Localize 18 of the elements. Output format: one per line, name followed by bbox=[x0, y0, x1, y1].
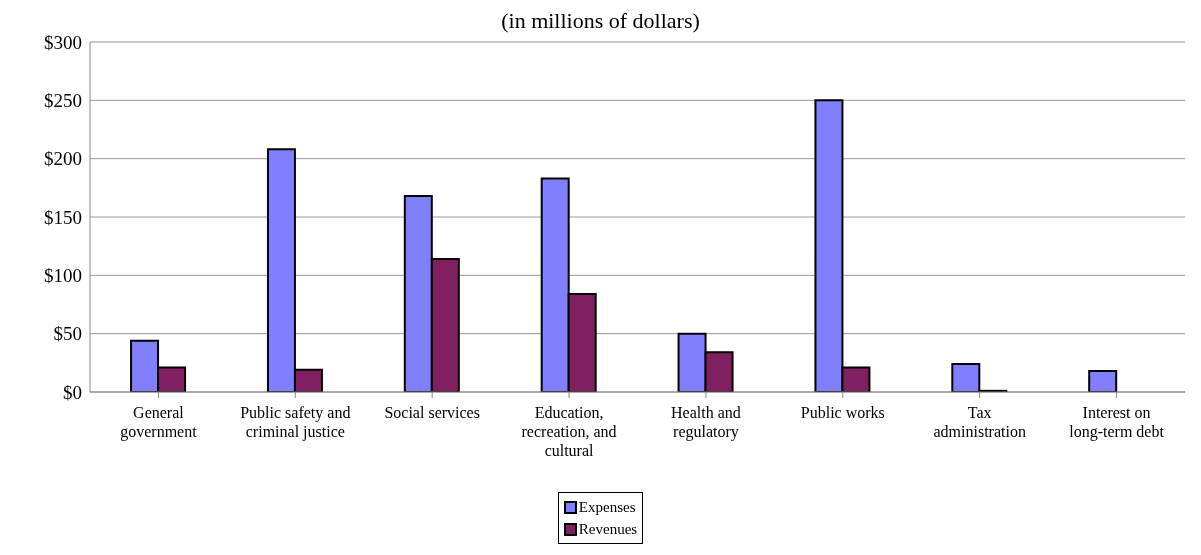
y-tick-label: $250 bbox=[44, 90, 82, 112]
x-tick-label: Health and regulatory bbox=[671, 404, 741, 441]
y-tick-label: $50 bbox=[53, 323, 82, 345]
x-tick-label: Public safety and criminal justice bbox=[240, 404, 351, 441]
x-tick-label: Interest on long-term debt bbox=[1069, 404, 1165, 441]
x-tick-label: Education, recreation, and cultural bbox=[521, 404, 617, 459]
y-tick-label: $0 bbox=[63, 381, 82, 403]
x-tick-label: General government bbox=[120, 404, 198, 441]
legend-label: Expenses bbox=[578, 498, 636, 516]
y-tick-label: $150 bbox=[44, 206, 82, 228]
y-tick-label: $200 bbox=[44, 148, 82, 170]
y-tick-label: $300 bbox=[44, 31, 82, 53]
y-tick-label: $100 bbox=[44, 265, 82, 287]
chart-title: (in millions of dollars) bbox=[501, 8, 700, 33]
x-tick-label: Social services bbox=[384, 404, 480, 421]
legend-label: Revenues bbox=[578, 520, 638, 538]
x-tick-label: Public works bbox=[800, 404, 885, 421]
x-tick-label: Tax administration bbox=[933, 404, 1026, 440]
